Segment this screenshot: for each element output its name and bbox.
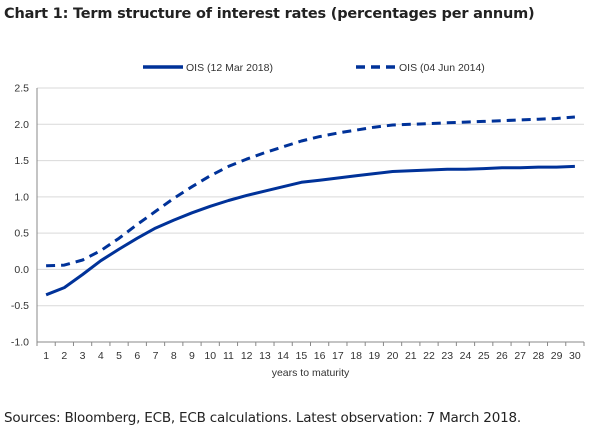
x-tick-label: 23 [441,350,453,362]
x-tick-label: 30 [569,350,581,362]
source-note: Sources: Bloomberg, ECB, ECB calculation… [4,410,521,426]
x-tick-label: 7 [153,350,159,362]
gridlines [36,87,584,343]
x-tick-label: 27 [514,350,526,362]
x-axis-label: years to maturity [272,367,350,379]
x-tick-label: 29 [551,350,563,362]
series-line-ois-2018 [45,164,575,297]
x-tick-label: 4 [98,350,104,362]
x-tick-label: 13 [259,350,271,362]
x-tick-label: 11 [223,350,234,362]
legend: OIS (12 Mar 2018) OIS (04 Jun 2014) [143,62,485,74]
x-tick-label: 16 [314,350,326,362]
series-lines [45,115,576,297]
x-tick-label: 28 [533,350,545,362]
x-tick-label: 2 [61,350,67,362]
y-tick-label: 1.5 [14,155,29,167]
x-tick-label: 25 [478,350,490,362]
y-tick-label: 0.0 [14,264,29,276]
x-tick-label: 15 [296,350,308,362]
legend-label: OIS (04 Jun 2014) [399,62,485,74]
x-tick-label: 3 [80,350,86,362]
x-tick-label: 18 [350,350,362,362]
chart-title: Chart 1: Term structure of interest rate… [4,6,535,22]
y-tick-label: -1.0 [11,337,29,349]
x-tick-label: 8 [171,350,177,362]
x-tick-label: 12 [241,350,253,362]
y-tick-label: 1.0 [14,191,29,203]
y-tick-label: 2.0 [14,119,29,131]
x-tick-label: 1 [43,350,49,362]
legend-label: OIS (12 Mar 2018) [186,62,273,74]
y-tick-label: -0.5 [11,300,29,312]
x-tick-label: 24 [460,350,472,362]
x-tick-label: 22 [423,350,435,362]
y-axis-ticks: -1.0 -0.5 0.0 0.5 1.0 1.5 2.0 2.5 [11,83,29,349]
x-tick-label: 20 [387,350,399,362]
x-tick-label: 19 [368,350,380,362]
x-tick-label: 26 [496,350,508,362]
x-tick-label: 5 [116,350,122,362]
x-axis-ticks: 1 2 3 4 5 6 7 8 9 10 11 12 13 14 15 16 17 18 19 20 21 22 23 24 2… [36,342,585,362]
x-tick-label: 17 [332,350,344,362]
x-tick-label: 14 [277,350,289,362]
x-tick-label: 9 [189,350,195,362]
series-line-ois-2014 [46,115,576,268]
x-tick-label: 10 [204,350,216,362]
y-tick-label: 2.5 [14,83,29,95]
x-tick-label: 21 [405,350,417,362]
y-tick-label: 0.5 [14,228,29,240]
x-tick-label: 6 [134,350,140,362]
